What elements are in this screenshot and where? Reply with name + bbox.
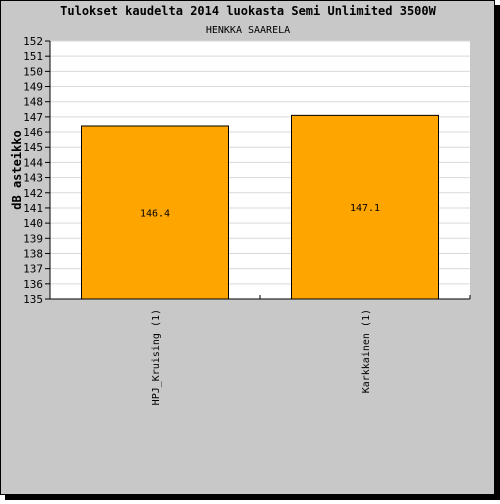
chart-subtitle: HENKKA SAARELA: [206, 25, 290, 36]
y-tick-label: 142: [23, 187, 43, 200]
y-tick-label: 146: [23, 126, 43, 139]
y-axis-ticks: 135 136 137 138 139 140 141 142 143 144 145 146 147 1…: [23, 35, 50, 306]
bar: [81, 125, 229, 300]
y-tick-label: 151: [23, 50, 43, 63]
x-axis-labels: HPJ_Kruising (1) Karkkainen (1): [151, 309, 372, 405]
shadow-right: [495, 5, 500, 500]
axes: [49, 41, 471, 300]
y-tick-label: 136: [23, 278, 43, 291]
x-tick-label: Karkkainen (1): [361, 309, 372, 393]
y-tick-label: 147: [23, 111, 43, 124]
bars: 146.4 147.1: [81, 114, 439, 300]
chart-title: Tulokset kaudelta 2014 luokasta Semi Unl…: [60, 4, 436, 18]
y-tick-label: 135: [23, 293, 43, 306]
data-label: 147.1: [350, 203, 380, 214]
x-tick-label: HPJ_Kruising (1): [151, 309, 162, 405]
y-tick-label: 150: [23, 65, 43, 78]
y-tick-label: 138: [23, 247, 43, 260]
y-tick-label: 145: [23, 141, 43, 154]
data-label: 146.4: [140, 208, 170, 219]
y-axis-label: dB asteikko: [10, 130, 24, 209]
y-tick-label: 137: [23, 263, 43, 276]
y-tick-label: 149: [23, 81, 43, 94]
chart-border: [0, 0, 495, 495]
y-tick-label: 141: [23, 202, 43, 215]
y-tick-label: 152: [23, 35, 43, 48]
y-tick-label: 148: [23, 96, 43, 109]
shadow-bottom: [5, 495, 500, 500]
y-tick-label: 139: [23, 232, 43, 245]
bar: [291, 114, 439, 300]
y-tick-label: 143: [23, 172, 43, 185]
y-tick-label: 140: [23, 217, 43, 230]
y-tick-label: 144: [23, 156, 43, 169]
